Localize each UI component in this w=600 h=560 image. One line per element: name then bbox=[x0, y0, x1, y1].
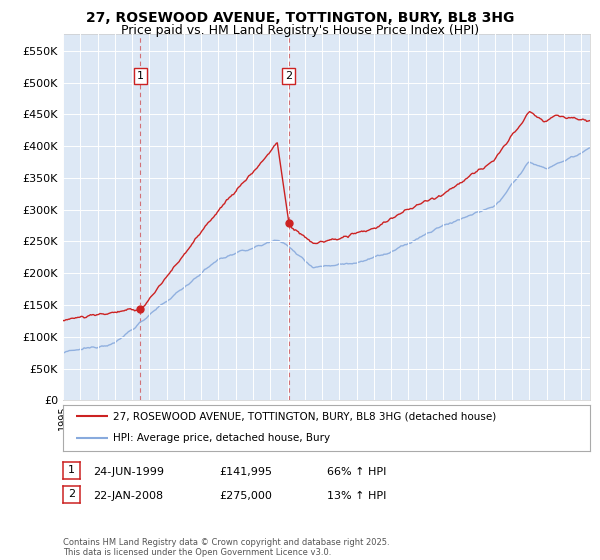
Text: 24-JUN-1999: 24-JUN-1999 bbox=[93, 466, 164, 477]
Text: Contains HM Land Registry data © Crown copyright and database right 2025.
This d: Contains HM Land Registry data © Crown c… bbox=[63, 538, 389, 557]
Text: HPI: Average price, detached house, Bury: HPI: Average price, detached house, Bury bbox=[113, 433, 330, 443]
Text: 2: 2 bbox=[285, 71, 292, 81]
Text: 1: 1 bbox=[137, 71, 144, 81]
Text: 2: 2 bbox=[68, 489, 75, 500]
Text: 27, ROSEWOOD AVENUE, TOTTINGTON, BURY, BL8 3HG (detached house): 27, ROSEWOOD AVENUE, TOTTINGTON, BURY, B… bbox=[113, 412, 496, 421]
Text: £141,995: £141,995 bbox=[219, 466, 272, 477]
Text: 13% ↑ HPI: 13% ↑ HPI bbox=[327, 491, 386, 501]
Text: 1: 1 bbox=[68, 465, 75, 475]
Text: £275,000: £275,000 bbox=[219, 491, 272, 501]
Text: 66% ↑ HPI: 66% ↑ HPI bbox=[327, 466, 386, 477]
Text: 27, ROSEWOOD AVENUE, TOTTINGTON, BURY, BL8 3HG: 27, ROSEWOOD AVENUE, TOTTINGTON, BURY, B… bbox=[86, 11, 514, 25]
Text: Price paid vs. HM Land Registry's House Price Index (HPI): Price paid vs. HM Land Registry's House … bbox=[121, 24, 479, 36]
Text: 22-JAN-2008: 22-JAN-2008 bbox=[93, 491, 163, 501]
